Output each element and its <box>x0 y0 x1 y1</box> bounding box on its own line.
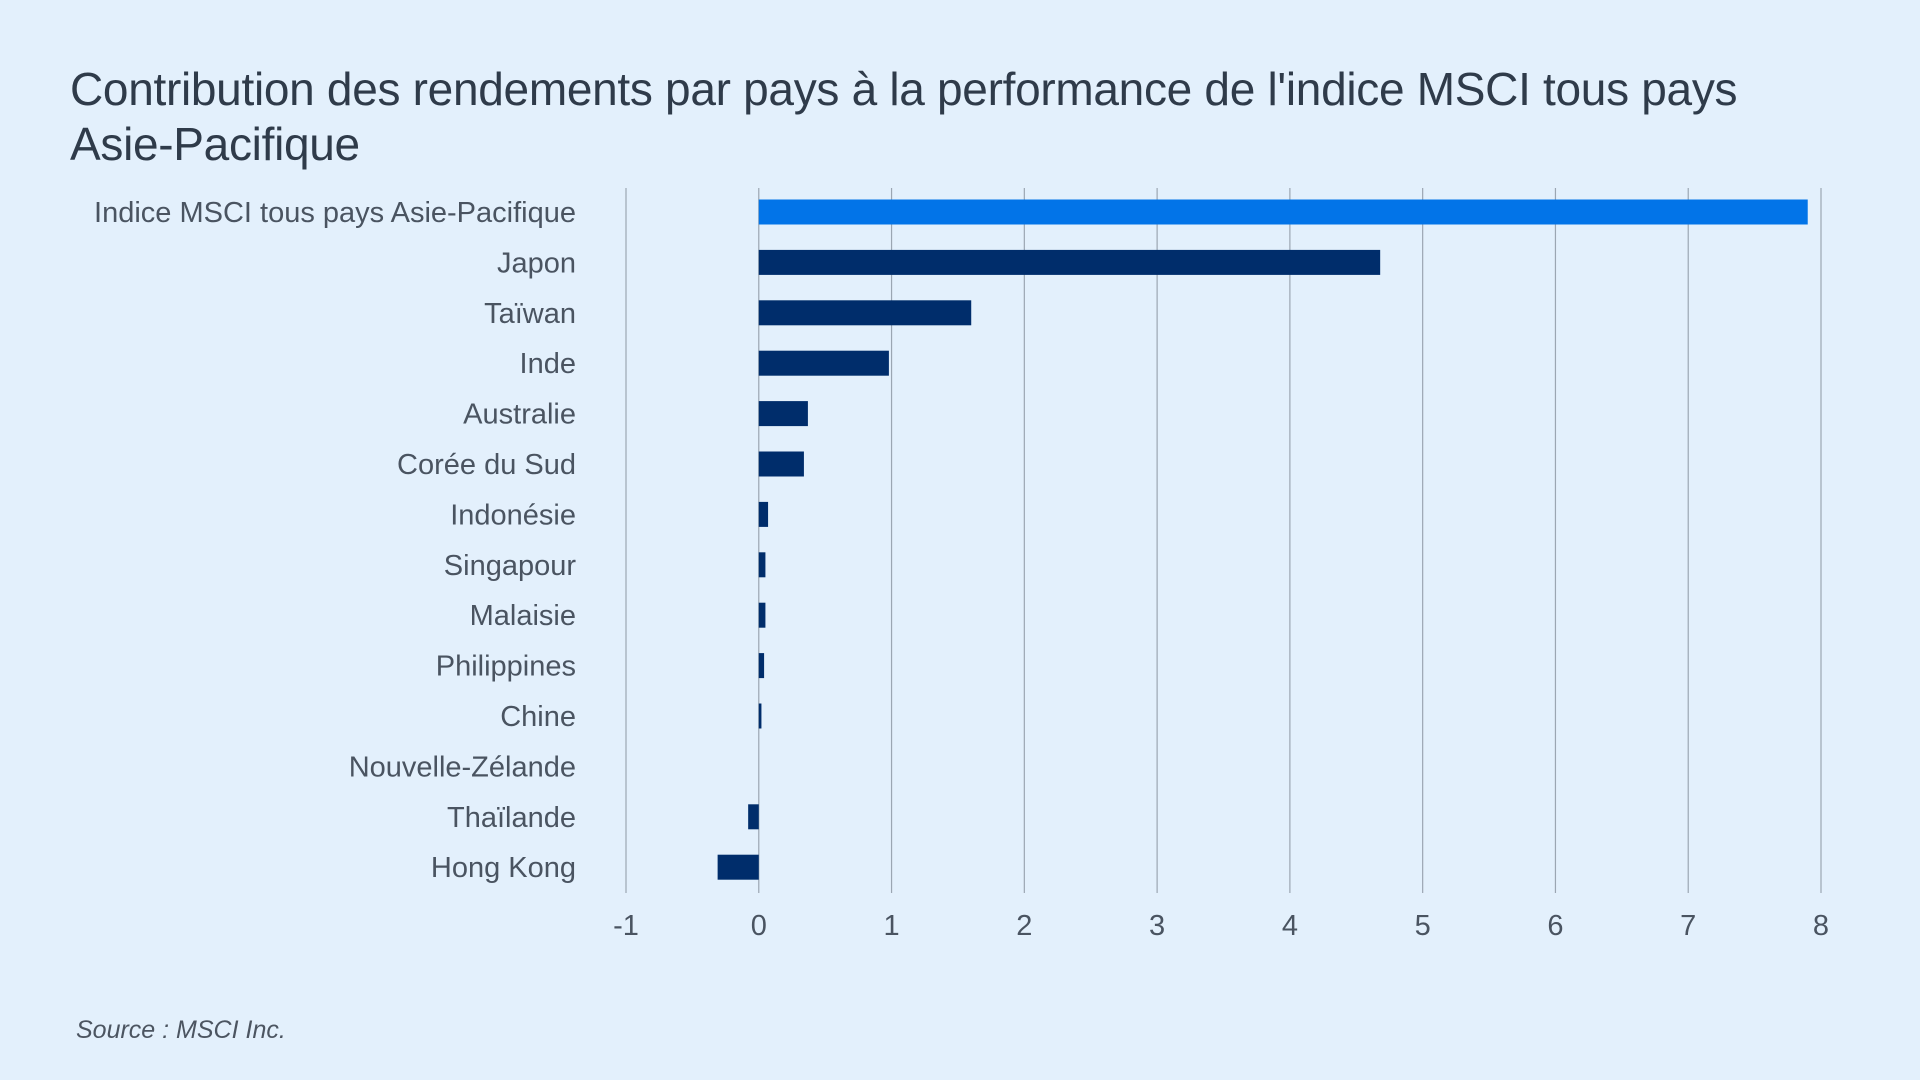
category-label: Malaisie <box>470 600 576 632</box>
category-label: Thaïlande <box>447 802 576 834</box>
x-tick-label: 3 <box>1149 910 1165 942</box>
grid-lines <box>625 188 1822 893</box>
category-label: Taïwan <box>484 298 576 330</box>
bar <box>758 602 766 628</box>
x-axis-ticks: -1 0 1 2 3 4 5 6 7 8 <box>613 910 1829 942</box>
bar <box>758 401 808 427</box>
category-label: Singapour <box>444 550 577 582</box>
x-tick-label: -1 <box>613 910 639 942</box>
bar <box>758 249 1381 275</box>
bar <box>758 300 972 326</box>
category-label: Corée du Sud <box>397 449 576 481</box>
bar <box>758 552 766 578</box>
category-label: Nouvelle-Zélande <box>349 751 576 783</box>
bar <box>748 804 759 830</box>
category-label: Inde <box>520 348 576 380</box>
x-tick-label: 0 <box>751 910 767 942</box>
bar <box>758 350 889 376</box>
source-note: Source : MSCI Inc. <box>76 1016 286 1044</box>
category-label: Philippines <box>436 651 576 683</box>
bars <box>717 199 1808 880</box>
bar <box>758 451 804 477</box>
bar <box>758 501 769 527</box>
bar <box>758 199 1808 225</box>
category-label: Australie <box>463 399 576 431</box>
x-tick-label: 4 <box>1282 910 1298 942</box>
category-label: Indonésie <box>450 499 576 531</box>
chart-title: Contribution des rendements par pays à l… <box>70 63 1738 170</box>
x-tick-label: 1 <box>883 910 899 942</box>
category-label: Indice MSCI tous pays Asie-Pacifique <box>94 197 576 229</box>
x-tick-label: 6 <box>1547 910 1563 942</box>
category-labels: Indice MSCI tous pays Asie-Pacifique Japo… <box>94 197 576 884</box>
x-tick-label: 2 <box>1016 910 1032 942</box>
bar <box>758 653 765 679</box>
bar <box>758 703 762 729</box>
bar <box>717 854 759 880</box>
x-tick-label: 5 <box>1415 910 1431 942</box>
x-tick-label: 7 <box>1680 910 1696 942</box>
category-label: Chine <box>500 701 576 733</box>
x-tick-label: 8 <box>1813 910 1829 942</box>
category-label: Japon <box>497 247 576 279</box>
category-label: Hong Kong <box>431 852 576 884</box>
